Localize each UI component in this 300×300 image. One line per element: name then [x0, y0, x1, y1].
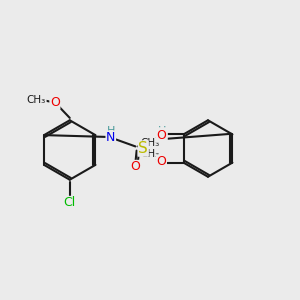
Text: CH₃: CH₃: [140, 138, 160, 148]
Text: CH₃: CH₃: [27, 95, 46, 105]
Text: N: N: [157, 128, 166, 141]
Text: Cl: Cl: [64, 196, 76, 209]
Text: S: S: [138, 141, 148, 156]
Text: N: N: [106, 131, 116, 144]
Text: N: N: [158, 131, 167, 144]
Text: H: H: [106, 126, 115, 136]
Text: CH₃: CH₃: [140, 149, 160, 159]
Text: O: O: [130, 160, 140, 173]
Text: O: O: [50, 96, 60, 109]
Text: N: N: [157, 156, 166, 169]
Text: O: O: [156, 129, 166, 142]
Text: H: H: [158, 126, 167, 136]
Text: O: O: [156, 155, 166, 168]
